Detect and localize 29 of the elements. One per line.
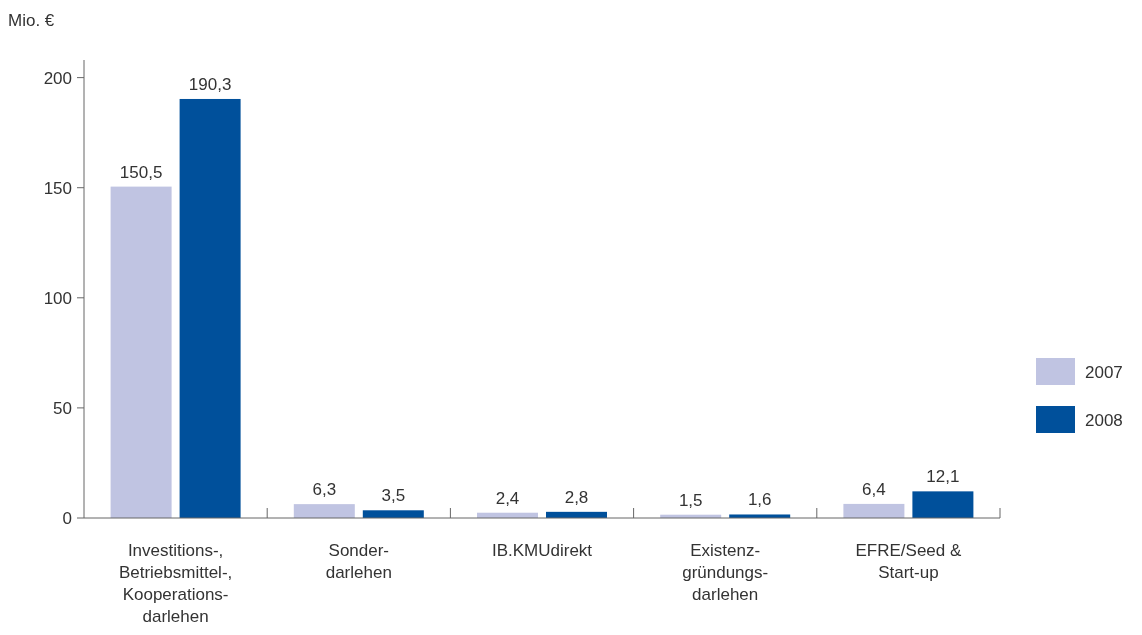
bar	[843, 503, 905, 518]
y-axis-title: Mio. €	[8, 11, 55, 30]
bar	[110, 186, 172, 518]
data-label: 190,3	[188, 74, 232, 94]
bar	[179, 98, 241, 518]
data-label: 12,1	[926, 467, 960, 487]
bar	[362, 510, 424, 518]
data-label: 3,5	[381, 486, 406, 506]
y-tick-label: 50	[53, 398, 72, 418]
y-tick-label: 150	[43, 178, 72, 198]
data-label: 6,4	[862, 479, 886, 499]
y-tick-label: 100	[43, 288, 72, 308]
y-tick-label: 200	[43, 68, 72, 88]
legend-label: 2008	[1085, 410, 1123, 430]
data-label: 6,3	[312, 480, 337, 500]
x-tick-label: IB.KMUdirekt	[491, 541, 593, 560]
data-label: 2,4	[495, 488, 520, 508]
data-label: 2,8	[564, 487, 589, 507]
data-label: 1,5	[678, 490, 703, 510]
data-label: 1,6	[747, 490, 772, 510]
x-tick-label: Existenz- gründungs- darlehen	[682, 541, 769, 604]
bar	[912, 491, 974, 518]
legend-label: 2007	[1085, 362, 1123, 382]
y-tick-label: 0	[62, 508, 72, 528]
bar	[293, 504, 355, 518]
x-tick-label: Investitions-, Betriebsmittel-, Kooperations- darlehen	[118, 541, 233, 626]
x-tick-label: EFRE/Seed & Start-up	[855, 541, 962, 582]
x-tick-label: Sonder- darlehen	[325, 541, 392, 582]
data-label: 150,5	[119, 162, 163, 182]
